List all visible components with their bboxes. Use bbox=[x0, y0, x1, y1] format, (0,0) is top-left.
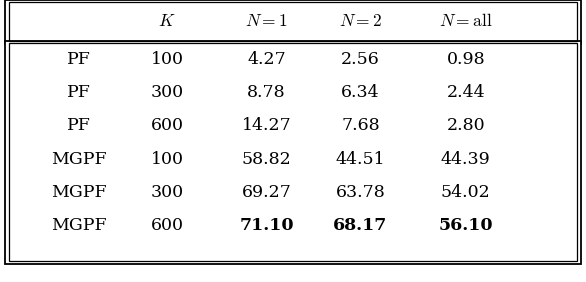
Text: $N=\mathrm{all}$: $N=\mathrm{all}$ bbox=[439, 14, 493, 30]
Text: PF: PF bbox=[67, 117, 91, 134]
Text: 600: 600 bbox=[151, 217, 183, 234]
Text: 14.27: 14.27 bbox=[242, 117, 291, 134]
Text: MGPF: MGPF bbox=[52, 217, 107, 234]
Text: 6.34: 6.34 bbox=[341, 84, 380, 101]
Text: 600: 600 bbox=[151, 117, 183, 134]
Text: 71.10: 71.10 bbox=[239, 217, 294, 234]
Text: 100: 100 bbox=[151, 51, 183, 68]
Text: 0.98: 0.98 bbox=[447, 51, 485, 68]
Text: PF: PF bbox=[67, 51, 91, 68]
Text: 100: 100 bbox=[151, 151, 183, 168]
Text: $K$: $K$ bbox=[158, 14, 176, 30]
Text: 300: 300 bbox=[151, 84, 183, 101]
Text: 8.78: 8.78 bbox=[247, 84, 286, 101]
Text: 4.27: 4.27 bbox=[247, 51, 286, 68]
Text: 56.10: 56.10 bbox=[438, 217, 493, 234]
Bar bbox=[9, 43, 577, 261]
Text: 2.56: 2.56 bbox=[341, 51, 380, 68]
Text: 7.68: 7.68 bbox=[341, 117, 380, 134]
Text: MGPF: MGPF bbox=[52, 151, 107, 168]
Text: 58.82: 58.82 bbox=[242, 151, 291, 168]
Text: $N=1$: $N=1$ bbox=[245, 14, 288, 30]
Text: 68.17: 68.17 bbox=[333, 217, 387, 234]
Text: 44.39: 44.39 bbox=[441, 151, 490, 168]
Text: $N=2$: $N=2$ bbox=[339, 14, 382, 30]
Text: 44.51: 44.51 bbox=[336, 151, 385, 168]
Text: 2.44: 2.44 bbox=[447, 84, 485, 101]
Text: 69.27: 69.27 bbox=[241, 184, 292, 201]
Bar bbox=[5, 0, 581, 44]
Text: PF: PF bbox=[67, 84, 91, 101]
Text: MGPF: MGPF bbox=[52, 184, 107, 201]
Bar bbox=[5, 41, 581, 264]
Text: 54.02: 54.02 bbox=[441, 184, 490, 201]
Bar bbox=[9, 2, 577, 41]
Text: 63.78: 63.78 bbox=[336, 184, 385, 201]
Text: 300: 300 bbox=[151, 184, 183, 201]
Text: 2.80: 2.80 bbox=[447, 117, 485, 134]
